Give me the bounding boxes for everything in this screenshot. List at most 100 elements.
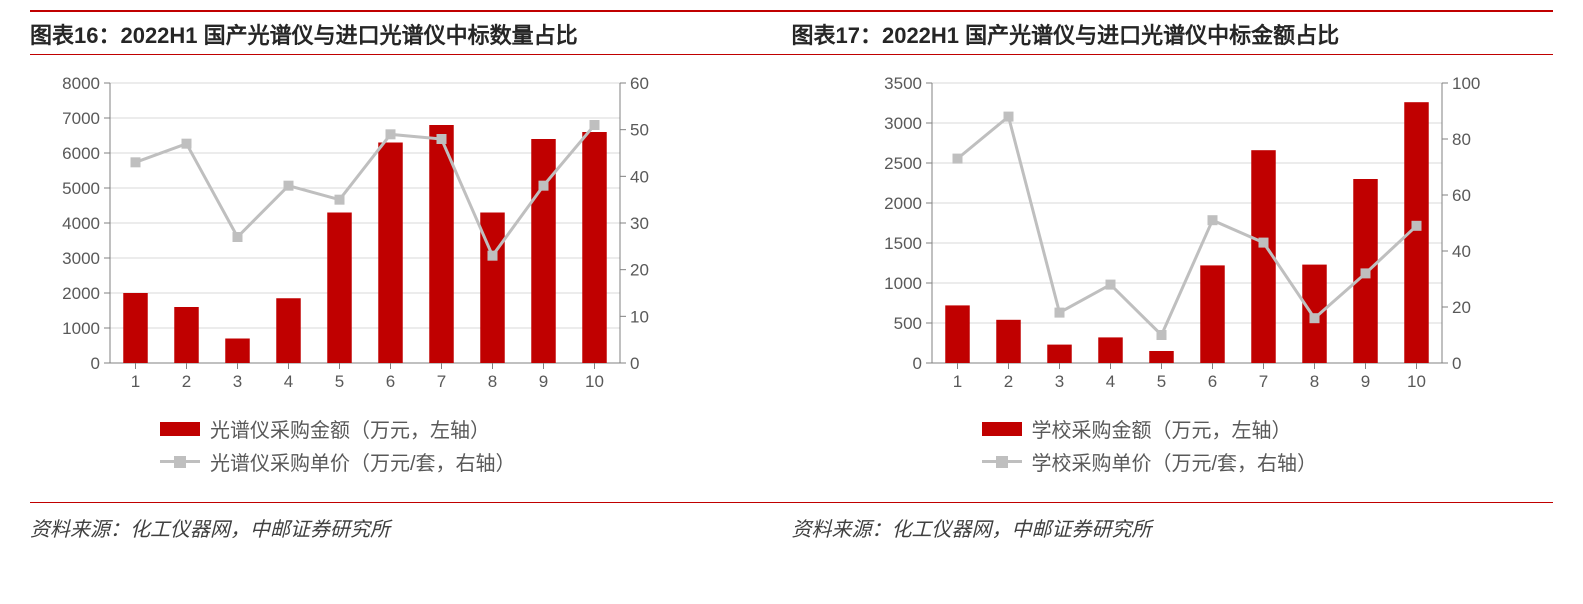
svg-text:9: 9 (1360, 372, 1369, 391)
legend-line-row: 学校采购单价（万元/套，右轴） (982, 447, 1544, 476)
legend-line-swatch (982, 455, 1022, 469)
svg-text:5: 5 (335, 372, 344, 391)
svg-text:3500: 3500 (884, 74, 922, 93)
bar (996, 320, 1020, 363)
legend-bar-swatch (982, 422, 1022, 436)
series-line (957, 117, 1416, 335)
series-marker (1411, 221, 1421, 231)
svg-text:4000: 4000 (62, 214, 100, 233)
svg-text:6: 6 (386, 372, 395, 391)
svg-text:80: 80 (1452, 130, 1471, 149)
bar (378, 143, 402, 364)
chart-title-right: 图表17：2022H1 国产光谱仪与进口光谱仪中标金额占比 (792, 18, 1554, 50)
svg-text:8: 8 (488, 372, 497, 391)
legend-bar-row: 光谱仪采购金额（万元，左轴） (160, 414, 722, 443)
series-marker (437, 134, 447, 144)
svg-text:9: 9 (539, 372, 548, 391)
series-marker (1105, 280, 1115, 290)
legend-bar-swatch (160, 422, 200, 436)
svg-text:0: 0 (630, 354, 639, 373)
svg-text:5000: 5000 (62, 179, 100, 198)
svg-text:10: 10 (585, 372, 604, 391)
svg-text:10: 10 (630, 307, 649, 326)
bar (276, 298, 300, 363)
series-marker (1054, 308, 1064, 318)
series-marker (233, 232, 243, 242)
svg-text:3000: 3000 (62, 249, 100, 268)
source-left: 资料来源：化工仪器网，中邮证券研究所 (30, 513, 792, 542)
svg-text:40: 40 (630, 167, 649, 186)
chart-left-block: 0100020003000400050006000700080000102030… (40, 73, 722, 480)
bar (1149, 351, 1173, 363)
svg-text:10: 10 (1407, 372, 1426, 391)
series-marker (335, 195, 345, 205)
svg-text:60: 60 (1452, 186, 1471, 205)
svg-text:2000: 2000 (62, 284, 100, 303)
svg-text:3: 3 (233, 372, 242, 391)
legend-line-label: 学校采购单价（万元/套，右轴） (1032, 447, 1318, 476)
legend-bar-row: 学校采购金额（万元，左轴） (982, 414, 1544, 443)
legend-bar-label: 光谱仪采购金额（万元，左轴） (210, 414, 490, 443)
svg-text:7: 7 (437, 372, 446, 391)
chart-right-legend: 学校采购金额（万元，左轴） 学校采购单价（万元/套，右轴） (862, 414, 1544, 480)
series-marker (1207, 215, 1217, 225)
chart-left-legend: 光谱仪采购金额（万元，左轴） 光谱仪采购单价（万元/套，右轴） (40, 414, 722, 480)
chart-right-svg: 0500100015002000250030003500020406080100… (862, 73, 1502, 403)
series-marker (952, 154, 962, 164)
charts-row: 0 1000 2000 3000 4000 5000 60 0 0 7000 8000 0 10 20 30… (30, 73, 1553, 480)
svg-text:2000: 2000 (884, 194, 922, 213)
svg-text:1000: 1000 (62, 319, 100, 338)
svg-text:8000: 8000 (62, 74, 100, 93)
series-marker (1258, 238, 1268, 248)
svg-text:7000: 7000 (62, 109, 100, 128)
bar (327, 213, 351, 364)
svg-text:3: 3 (1054, 372, 1063, 391)
bar (1200, 265, 1224, 363)
svg-text:6: 6 (1207, 372, 1216, 391)
series-marker (131, 157, 141, 167)
series-marker (182, 139, 192, 149)
svg-text:8: 8 (1309, 372, 1318, 391)
chart-right-block: 0500100015002000250030003500020406080100… (862, 73, 1544, 480)
svg-text:0: 0 (912, 354, 921, 373)
bar (174, 307, 198, 363)
series-marker (590, 120, 600, 130)
svg-text:4: 4 (1105, 372, 1114, 391)
series-marker (488, 251, 498, 261)
svg-text:20: 20 (1452, 298, 1471, 317)
svg-text:0: 0 (91, 354, 100, 373)
bar (531, 139, 555, 363)
svg-text:0: 0 (1452, 354, 1461, 373)
series-marker (539, 181, 549, 191)
svg-text:2: 2 (182, 372, 191, 391)
bar (1047, 345, 1071, 363)
bar (945, 305, 969, 363)
svg-text:1: 1 (131, 372, 140, 391)
bar (582, 132, 606, 363)
svg-text:60: 60 (630, 74, 649, 93)
series-line (136, 125, 595, 256)
svg-text:50: 50 (630, 121, 649, 140)
svg-text:500: 500 (893, 314, 921, 333)
svg-text:100: 100 (1452, 74, 1480, 93)
svg-text:7: 7 (1258, 372, 1267, 391)
svg-text:4: 4 (284, 372, 293, 391)
svg-text:1: 1 (952, 372, 961, 391)
svg-text:1000: 1000 (884, 274, 922, 293)
sources-row: 资料来源：化工仪器网，中邮证券研究所 资料来源：化工仪器网，中邮证券研究所 (30, 502, 1553, 542)
legend-line-label: 光谱仪采购单价（万元/套，右轴） (210, 447, 516, 476)
chart-left-svg-wrap: 0100020003000400050006000700080000102030… (40, 73, 722, 408)
chart-title-left: 图表16：2022H1 国产光谱仪与进口光谱仪中标数量占比 (30, 18, 792, 50)
source-right: 资料来源：化工仪器网，中邮证券研究所 (792, 513, 1554, 542)
legend-bar-label: 学校采购金额（万元，左轴） (1032, 414, 1292, 443)
svg-text:2: 2 (1003, 372, 1012, 391)
legend-line-row: 光谱仪采购单价（万元/套，右轴） (160, 447, 722, 476)
svg-text:30: 30 (630, 214, 649, 233)
chart-left-svg: 0100020003000400050006000700080000102030… (40, 73, 680, 403)
series-marker (1003, 112, 1013, 122)
bar (1098, 337, 1122, 363)
legend-line-swatch (160, 455, 200, 469)
titles-row: 图表16：2022H1 国产光谱仪与进口光谱仪中标数量占比 图表17：2022H… (30, 10, 1553, 55)
bar (225, 339, 249, 364)
svg-text:40: 40 (1452, 242, 1471, 261)
